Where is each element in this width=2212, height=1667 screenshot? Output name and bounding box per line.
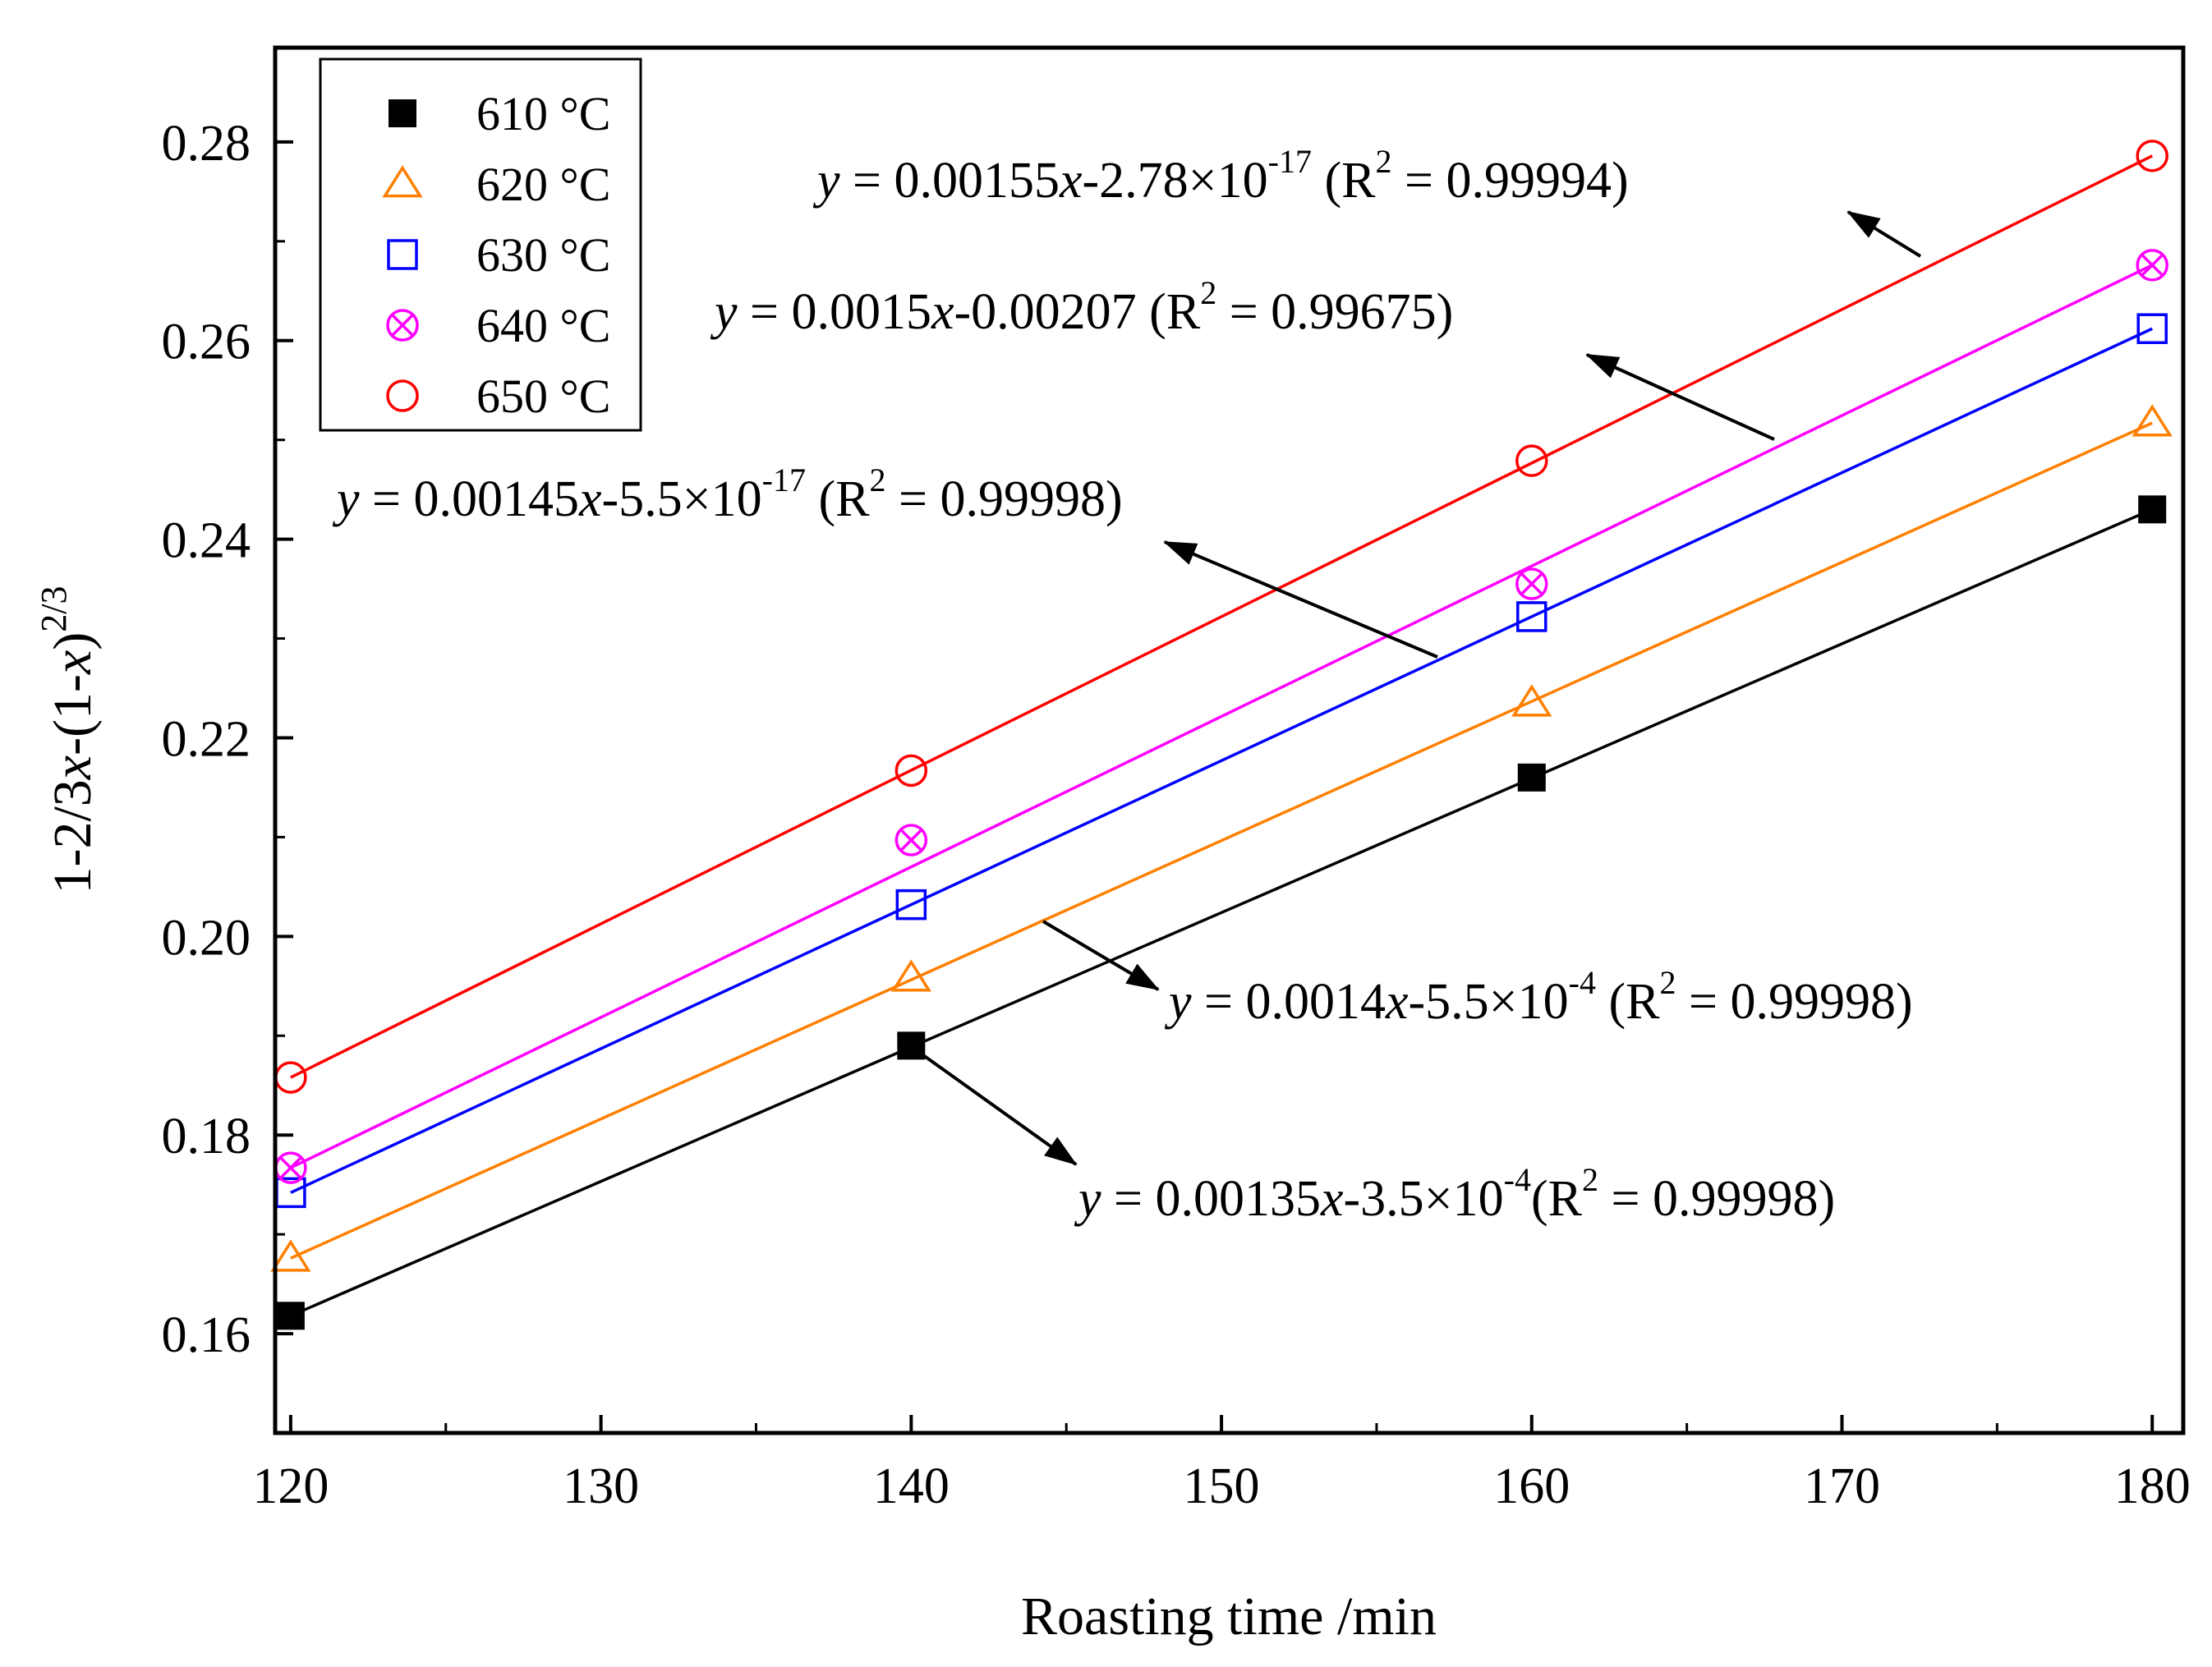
y-tick-label: 0.26 — [162, 315, 251, 370]
fit-line-3 — [290, 264, 2153, 1169]
x-tick-label: 130 — [563, 1458, 639, 1514]
y-tick-label: 0.22 — [162, 711, 251, 767]
y-tick-label: 0.24 — [162, 513, 251, 569]
y-axis-title: 1-2/3x-(1-x)2/3 — [34, 586, 103, 893]
data-point-2-3 — [2136, 313, 2168, 344]
fit-line-4 — [290, 154, 2154, 1079]
y-axis-title-mid: -(1- — [43, 674, 103, 755]
data-point-4-2 — [1515, 444, 1548, 477]
data-markers — [270, 140, 2173, 1330]
x-axis-title: Roasting time /min — [1021, 1587, 1437, 1646]
y-tick-label: 0.28 — [162, 116, 251, 172]
data-point-1-3 — [2132, 404, 2173, 437]
arrow-650 — [1846, 210, 1922, 258]
arrow-620 — [1042, 920, 1160, 991]
equation-640: y = 0.0015x-0.00207 (R2 = 0.99675) — [710, 274, 1453, 340]
legend-marker-0 — [389, 99, 416, 127]
fit-line-0 — [290, 507, 2153, 1317]
data-point-3-3 — [2136, 249, 2168, 282]
fit-line-1 — [290, 421, 2153, 1260]
x-tick-label: 170 — [1804, 1458, 1880, 1514]
y-axis-title-exponent: 2/3 — [34, 586, 74, 631]
annotations: y = 0.00155x-2.78×10-17 (R2 = 0.99994) y… — [332, 143, 1922, 1227]
legend-marker-1 — [382, 165, 423, 198]
x-tick-label: 160 — [1493, 1458, 1570, 1514]
data-point-1-2 — [1511, 684, 1552, 717]
y-tick-label: 0.18 — [162, 1109, 251, 1164]
data-point-3-1 — [894, 824, 928, 856]
x-tick-label: 140 — [873, 1458, 950, 1514]
x-tick-label: 180 — [2114, 1458, 2191, 1514]
legend: 610 °C 620 °C 630 °C 640 °C 650 °C — [319, 57, 642, 432]
x-tick-label: 120 — [252, 1458, 329, 1514]
legend-box — [319, 57, 642, 432]
equation-650: y = 0.00155x-2.78×10-17 (R2 = 0.99994) — [812, 143, 1629, 209]
fit-lines — [290, 154, 2154, 1317]
y-axis: 0.16 0.18 0.20 0.22 0.24 0.26 0.28 — [162, 116, 293, 1435]
data-point-2-1 — [895, 889, 927, 921]
arrow-610 — [916, 1049, 1078, 1166]
legend-label-4: 650 °C — [476, 370, 610, 423]
data-point-0-3 — [2138, 495, 2167, 524]
legend-label-2: 630 °C — [476, 228, 610, 282]
data-point-0-2 — [1517, 763, 1546, 792]
data-point-3-2 — [1515, 567, 1548, 600]
data-point-1-1 — [890, 959, 932, 992]
equation-630: y = 0.00145x-5.5×10-17 (R2 = 0.99998) — [332, 462, 1123, 527]
arrow-640 — [1585, 353, 1775, 441]
y-axis-title-close: ) — [43, 632, 103, 650]
equation-620: y = 0.0014x-5.5×10-4 (R2 = 0.99998) — [1164, 964, 1913, 1030]
y-tick-label: 0.20 — [162, 910, 251, 966]
legend-marker-4 — [386, 379, 419, 412]
fit-line-2 — [290, 327, 2153, 1194]
y-tick-label: 0.16 — [162, 1307, 251, 1363]
y-axis-title-var-2: x — [43, 650, 103, 675]
data-point-0-0 — [276, 1302, 305, 1330]
data-point-1-0 — [270, 1239, 311, 1272]
arrow-630 — [1163, 540, 1438, 659]
x-tick-label: 150 — [1184, 1458, 1260, 1514]
legend-label-1: 620 °C — [476, 158, 610, 211]
legend-marker-3 — [386, 309, 419, 342]
equation-610: y = 0.00135x-3.5×10-4(R2 = 0.99998) — [1074, 1161, 1835, 1227]
data-point-4-3 — [2136, 140, 2168, 172]
x-axis: 120 130 140 150 160 170 180 — [252, 1415, 2191, 1514]
data-point-4-1 — [894, 754, 928, 788]
legend-label-0: 610 °C — [476, 87, 610, 140]
y-axis-title-var-1: x — [43, 755, 103, 780]
plot-frame — [273, 45, 2186, 1435]
legend-marker-2 — [387, 239, 418, 270]
legend-label-3: 640 °C — [476, 299, 610, 352]
y-axis-title-base: 1-2/3 — [43, 779, 103, 893]
data-point-2-2 — [1516, 601, 1547, 632]
